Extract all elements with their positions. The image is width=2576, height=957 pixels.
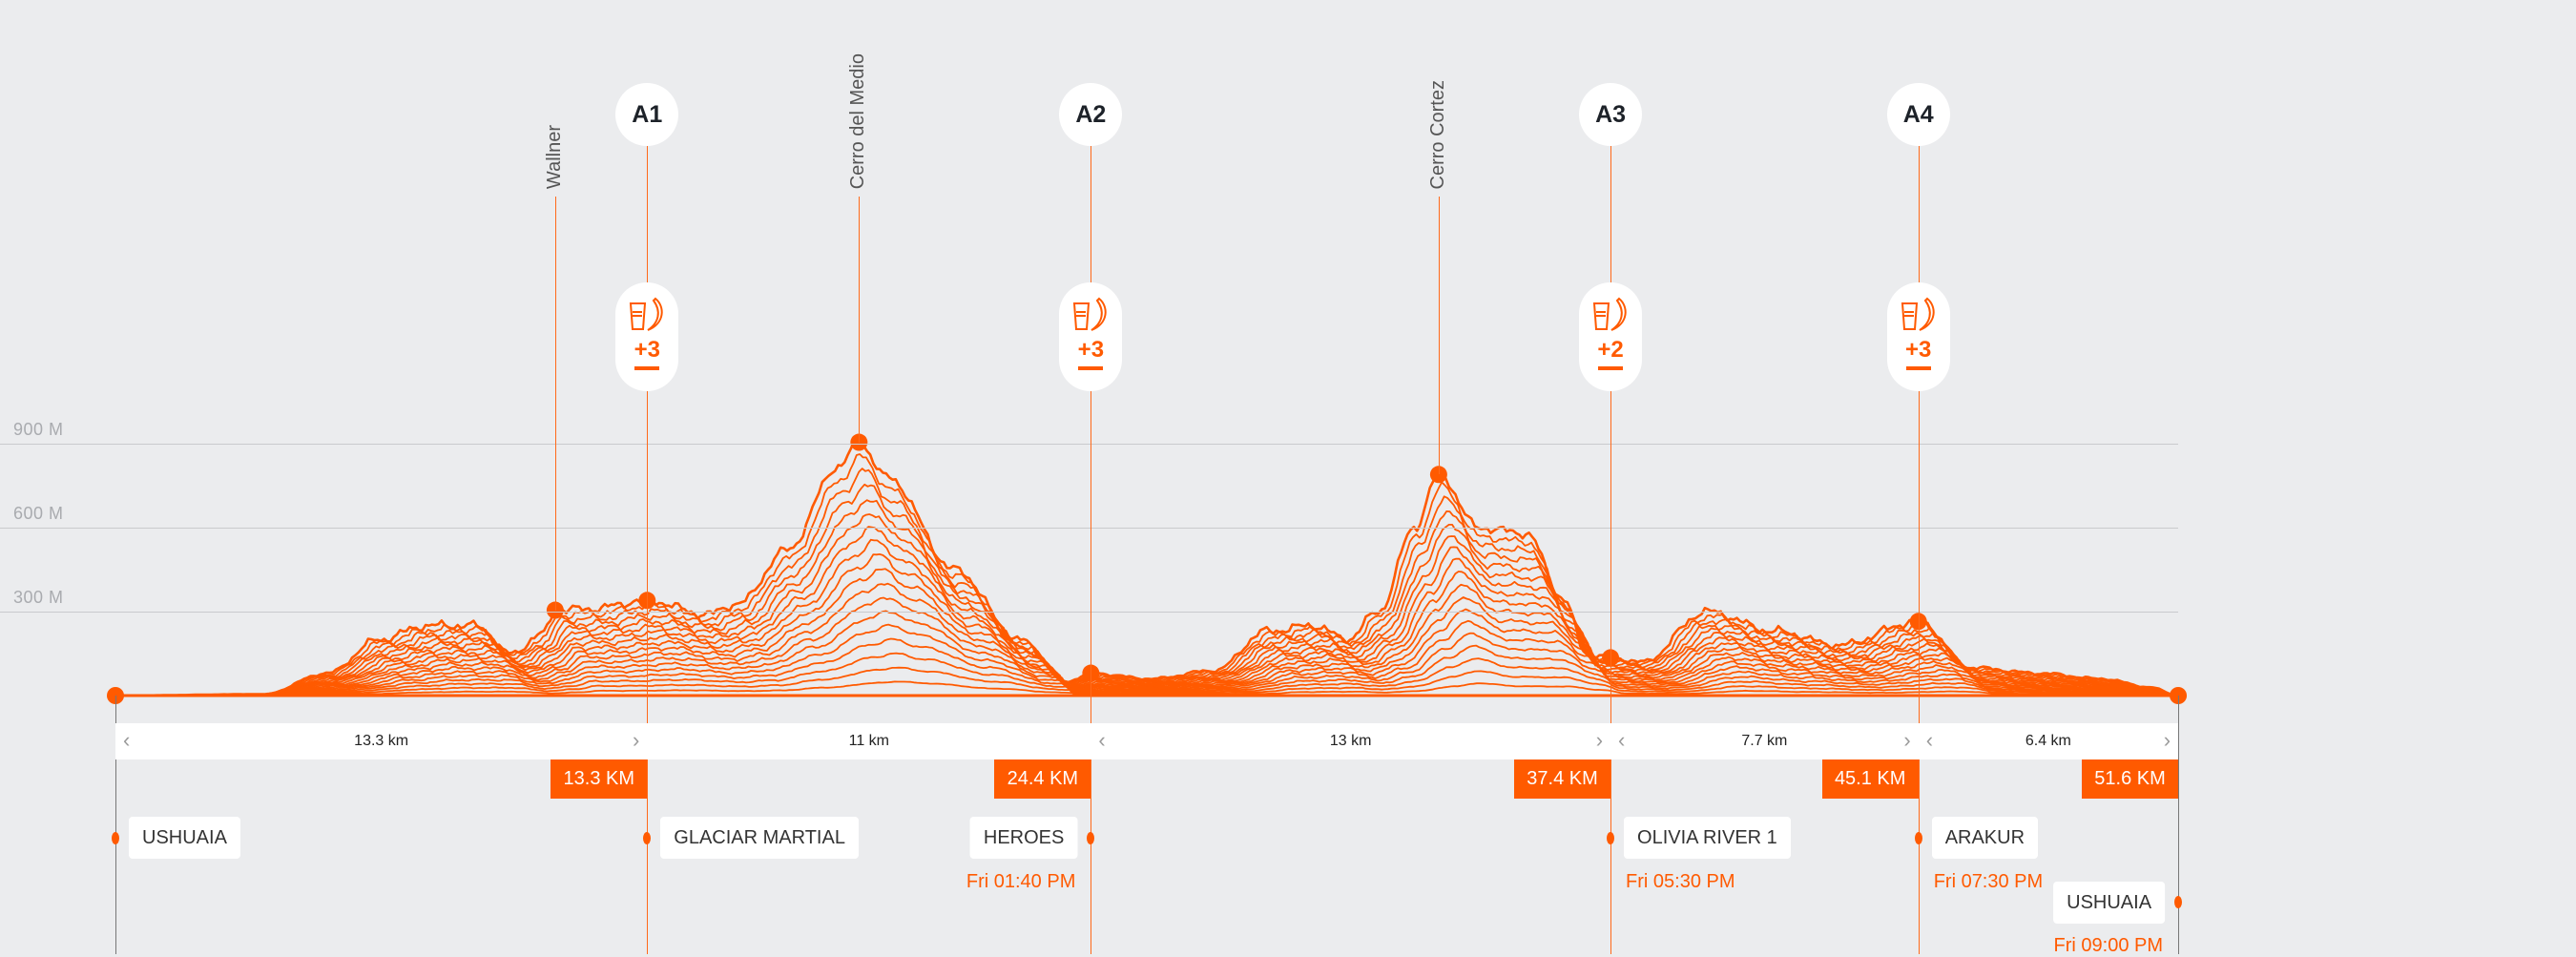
cup-banana-icon bbox=[1901, 297, 1935, 331]
y-tick-label: 900 M bbox=[13, 420, 64, 439]
aid-station-badge[interactable]: A3 bbox=[1579, 83, 1643, 146]
gridline-900: 900 M bbox=[0, 420, 2178, 445]
arrival-time: Fri 01:40 PM bbox=[966, 871, 1076, 892]
arrival-time: Fri 09:00 PM bbox=[2053, 935, 2164, 956]
elevation-layer-11 bbox=[115, 538, 2179, 697]
segment-distance: 13 km bbox=[1329, 733, 1372, 749]
aid-station-badge[interactable]: A4 bbox=[1886, 83, 1950, 146]
arrival-time: Fri 07:30 PM bbox=[1933, 871, 2044, 892]
supplies-underline bbox=[1078, 366, 1104, 370]
supplies-count: +3 bbox=[634, 337, 660, 363]
elevation-layer-2 bbox=[115, 666, 2178, 697]
elevation-layer-13 bbox=[115, 513, 2179, 697]
peak-line bbox=[554, 197, 556, 611]
elevation-layer-7 bbox=[115, 596, 2179, 697]
supplies-pill[interactable]: +3 bbox=[1059, 282, 1123, 391]
elevation-layer-12 bbox=[115, 526, 2179, 697]
chevron-right-icon[interactable]: › bbox=[632, 728, 640, 752]
y-tick-label: 300 M bbox=[13, 588, 64, 607]
segment-distance: 6.4 km bbox=[2025, 733, 2071, 749]
place-marker-dot bbox=[643, 832, 652, 844]
peak-dot bbox=[850, 433, 868, 451]
peak-label: Cerro del Medio bbox=[847, 53, 869, 190]
place-marker-dot bbox=[1607, 832, 1615, 844]
supplies-underline bbox=[634, 366, 660, 370]
aid-line bbox=[1918, 146, 1920, 954]
place-marker-dot bbox=[1914, 832, 1922, 844]
segment-distance: 7.7 km bbox=[1741, 733, 1788, 749]
chevron-left-icon[interactable]: ‹ bbox=[1618, 728, 1626, 752]
place-label[interactable]: USHUAIA bbox=[2053, 882, 2166, 924]
start-line bbox=[115, 696, 116, 954]
supplies-pill[interactable]: +3 bbox=[1886, 282, 1950, 391]
place-marker-dot bbox=[1087, 832, 1095, 844]
peak-line bbox=[859, 197, 861, 443]
chevron-right-icon[interactable]: › bbox=[1903, 728, 1911, 752]
segment[interactable]: ‹ 13.3 km › bbox=[115, 723, 647, 759]
supplies-count: +3 bbox=[1077, 337, 1105, 363]
peak-dot bbox=[546, 601, 564, 619]
chevron-left-icon[interactable]: ‹ bbox=[123, 728, 131, 752]
supplies-count: +3 bbox=[1905, 337, 1932, 363]
cup-banana-icon bbox=[1592, 297, 1627, 331]
aid-station-badge[interactable]: A2 bbox=[1059, 83, 1123, 146]
checkpoint-km-tag: 13.3 KM bbox=[551, 759, 648, 799]
segment-distance: 11 km bbox=[848, 733, 889, 749]
elevation-layer-5 bbox=[115, 623, 2179, 697]
chevron-right-icon[interactable]: › bbox=[1595, 728, 1604, 752]
finish-line bbox=[2178, 696, 2180, 954]
checkpoint-km-tag: 51.6 KM bbox=[2082, 759, 2179, 799]
segment[interactable]: ‹ 7.7 km › bbox=[1610, 723, 1919, 759]
peak-line bbox=[1438, 197, 1440, 475]
segment-bar bbox=[115, 723, 2178, 759]
supplies-underline bbox=[1905, 366, 1931, 370]
supplies-underline bbox=[1598, 366, 1624, 370]
checkpoint-km-tag: 45.1 KM bbox=[1821, 759, 1919, 799]
chevron-left-icon[interactable]: ‹ bbox=[1098, 728, 1106, 752]
peak-label: Wallner bbox=[543, 125, 565, 190]
place-label[interactable]: HEROES bbox=[969, 817, 1078, 859]
checkpoint-km-tag: 24.4 KM bbox=[994, 759, 1091, 799]
elevation-layer-4 bbox=[115, 637, 2179, 697]
chevron-left-icon[interactable]: ‹ bbox=[1925, 728, 1934, 752]
y-tick-label: 600 M bbox=[13, 504, 64, 523]
supplies-pill[interactable]: +2 bbox=[1579, 282, 1643, 391]
aid-station-badge[interactable]: A1 bbox=[615, 83, 679, 146]
gridline-300: 300 M bbox=[0, 588, 2178, 613]
place-label[interactable]: ARAKUR bbox=[1931, 817, 2039, 859]
elevation-layer-18 bbox=[115, 439, 2179, 697]
gridline-600: 600 M bbox=[0, 504, 2178, 529]
chevron-right-icon[interactable]: › bbox=[2163, 728, 2171, 752]
place-label[interactable]: USHUAIA bbox=[129, 817, 240, 859]
place-marker-dot bbox=[2174, 896, 2183, 908]
elevation-layer-6 bbox=[115, 610, 2179, 697]
supplies-count: +2 bbox=[1597, 337, 1624, 363]
aid-line bbox=[647, 146, 649, 954]
place-label[interactable]: GLACIAR MARTIAL bbox=[660, 817, 859, 859]
cup-banana-icon bbox=[630, 297, 663, 331]
place-marker-dot bbox=[112, 832, 119, 844]
segment-distance: 13.3 km bbox=[354, 733, 409, 749]
segment[interactable]: ‹ 13 km › bbox=[1091, 723, 1610, 759]
peak-dot bbox=[1429, 466, 1447, 484]
supplies-pill[interactable]: +3 bbox=[615, 282, 679, 391]
segment[interactable]: ‹ 6.4 km › bbox=[1919, 723, 2178, 759]
segment[interactable]: 11 km bbox=[647, 723, 1091, 759]
arrival-time: Fri 05:30 PM bbox=[1626, 871, 1735, 892]
checkpoint-km-tag: 37.4 KM bbox=[1514, 759, 1611, 799]
cup-banana-icon bbox=[1073, 297, 1107, 331]
peak-label: Cerro Cortez bbox=[1426, 80, 1448, 190]
place-label[interactable]: OLIVIA RIVER 1 bbox=[1624, 817, 1791, 859]
aid-line bbox=[1610, 146, 1612, 954]
